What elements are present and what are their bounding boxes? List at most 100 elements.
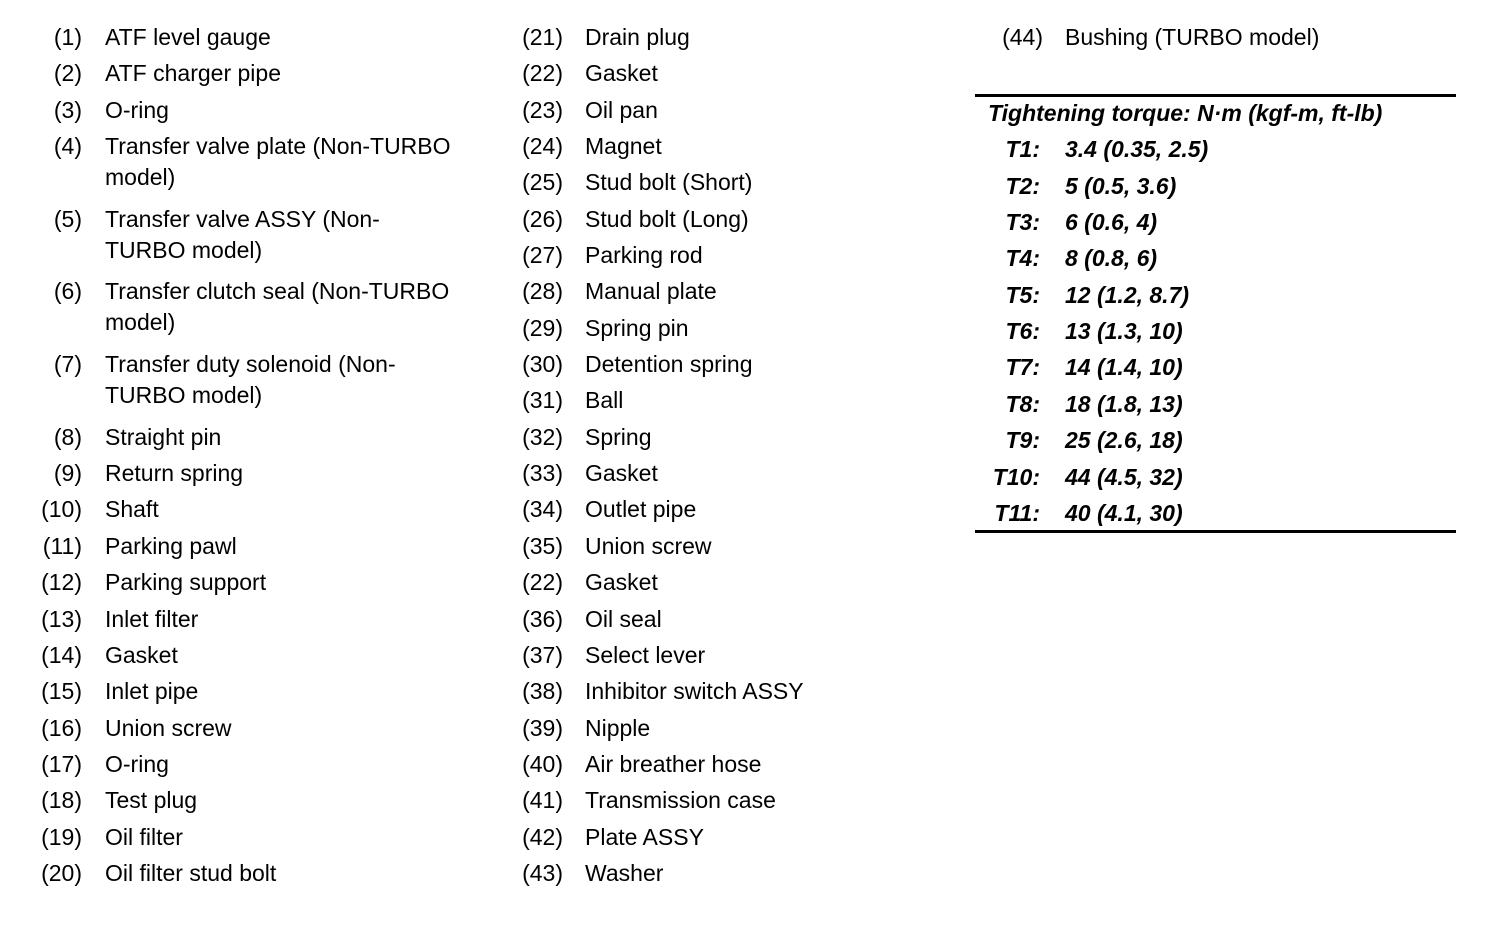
torque-row: T7: 14 (1.4, 10) <box>975 349 1456 385</box>
part-name: Straight pin <box>105 423 222 450</box>
part-number: (32) <box>522 423 563 450</box>
torque-value: 3.4 (0.35, 2.5) <box>1065 136 1209 163</box>
torque-row: T10: 44 (4.5, 32) <box>975 459 1456 495</box>
part-name: Select lever <box>585 641 706 668</box>
part-name: Outlet pipe <box>585 496 697 523</box>
torque-row: T11: 40 (4.1, 30) <box>975 495 1456 531</box>
part-name: Inlet filter <box>105 605 199 632</box>
part-name: Parking pawl <box>105 532 237 559</box>
part-number: (28) <box>522 278 563 305</box>
part-number: (3) <box>53 96 82 123</box>
torque-value: 25 (2.6, 18) <box>1065 427 1183 454</box>
part-number: (20) <box>41 859 82 886</box>
part-number: (18) <box>41 787 82 814</box>
part-name: Plate ASSY <box>585 823 704 850</box>
part-number: (43) <box>522 859 563 886</box>
part-name: Transfer clutch seal (Non-TURBO model) <box>105 276 490 338</box>
part-number: (15) <box>41 678 82 705</box>
part-name-line: Transfer valve plate (Non-TURBO <box>105 133 451 160</box>
part-name: Gasket <box>105 641 178 668</box>
torque-value: 18 (1.8, 13) <box>1065 390 1183 417</box>
part-number: (12) <box>41 569 82 596</box>
part-name: Union screw <box>585 532 712 559</box>
part-name: Shaft <box>105 496 159 523</box>
part-number: (34) <box>522 496 563 523</box>
part-number: (40) <box>522 750 563 777</box>
part-number: (25) <box>522 169 563 196</box>
part-name: Oil pan <box>585 96 658 123</box>
part-name: ATF charger pipe <box>105 60 281 87</box>
part-name-line: model) <box>105 164 176 191</box>
torque-row: T5: 12 (1.2, 8.7) <box>975 277 1456 313</box>
part-name: Stud bolt (Long) <box>585 205 749 232</box>
part-name: Oil filter <box>105 823 183 850</box>
part-number: (16) <box>41 714 82 741</box>
part-number: (41) <box>522 787 563 814</box>
part-number: (31) <box>522 387 563 414</box>
torque-label: T9: <box>1005 427 1041 454</box>
part-number: (24) <box>522 133 563 160</box>
part-number: (8) <box>53 423 82 450</box>
torque-value: 12 (1.2, 8.7) <box>1065 281 1190 308</box>
part-name: Parking rod <box>585 242 703 269</box>
torque-value: 40 (4.1, 30) <box>1065 499 1183 526</box>
part-name-line: Transfer clutch seal (Non-TURBO <box>105 278 450 305</box>
part-name: Washer <box>585 859 664 886</box>
part-number: (27) <box>522 242 563 269</box>
part-name-line: TURBO model) <box>105 236 263 263</box>
part-number: (35) <box>522 532 563 559</box>
part-name: Bushing (TURBO model) <box>1065 24 1320 50</box>
torque-label: T3: <box>1005 209 1041 236</box>
part-number: (29) <box>522 314 563 341</box>
part-name-line: Transfer duty solenoid (Non- <box>105 351 396 378</box>
part-name-line: model) <box>105 309 176 336</box>
part-number: (11) <box>42 532 82 559</box>
part-number: (33) <box>522 460 563 487</box>
part-number: (22) <box>522 60 563 87</box>
part-name: Return spring <box>105 460 244 487</box>
part-number: (19) <box>41 823 82 850</box>
part-name: Spring <box>585 423 652 450</box>
torque-label: T8: <box>1005 390 1041 417</box>
part-number: (17) <box>41 750 82 777</box>
part-number: (14) <box>41 641 82 668</box>
part-name: ATF level gauge <box>105 24 271 50</box>
torque-label: T5: <box>1005 281 1041 308</box>
part-number: (21) <box>522 24 563 50</box>
part-name: Oil filter stud bolt <box>105 859 277 886</box>
torque-label: T1: <box>1005 136 1041 163</box>
part-name: Drain plug <box>585 24 690 50</box>
torque-row: T4: 8 (0.8, 6) <box>975 240 1456 276</box>
torque-label: T11: <box>994 499 1040 526</box>
table-top-rule <box>975 94 1456 97</box>
part-number: (42) <box>522 823 563 850</box>
part-name: Gasket <box>585 569 658 596</box>
torque-label: T7: <box>1005 354 1041 381</box>
part-name: Inlet pipe <box>105 678 199 705</box>
part-number: (22) <box>522 569 563 596</box>
part-name: Magnet <box>585 133 662 160</box>
part-number: (5) <box>53 205 82 232</box>
part-name: Parking support <box>105 569 267 596</box>
part-name: Stud bolt (Short) <box>585 169 753 196</box>
part-name: Transfer valve plate (Non-TURBO model) <box>105 131 490 193</box>
torque-row: T6: 13 (1.3, 10) <box>975 313 1456 349</box>
torque-row: T8: 18 (1.8, 13) <box>975 386 1456 422</box>
torque-row: T2: 5 (0.5, 3.6) <box>975 168 1456 204</box>
torque-row: T1: 3.4 (0.35, 2.5) <box>975 131 1456 167</box>
part-number: (26) <box>522 205 563 232</box>
part-name: Union screw <box>105 714 232 741</box>
torque-row: T9: 25 (2.6, 18) <box>975 422 1456 458</box>
torque-value: 5 (0.5, 3.6) <box>1065 172 1177 199</box>
torque-label: T6: <box>1005 318 1041 345</box>
part-name: Inhibitor switch ASSY <box>585 678 804 705</box>
part-number: (30) <box>522 351 563 378</box>
part-name: Manual plate <box>585 278 717 305</box>
torque-label: T2: <box>1005 172 1041 199</box>
torque-table-title: Tightening torque: N·m (kgf-m, ft-lb) <box>988 100 1383 126</box>
part-number: (13) <box>41 605 82 632</box>
torque-label: T4: <box>1005 245 1041 272</box>
part-number: (39) <box>522 714 563 741</box>
part-number: (36) <box>522 605 563 632</box>
part-name: Transfer duty solenoid (Non- TURBO model) <box>105 349 490 411</box>
